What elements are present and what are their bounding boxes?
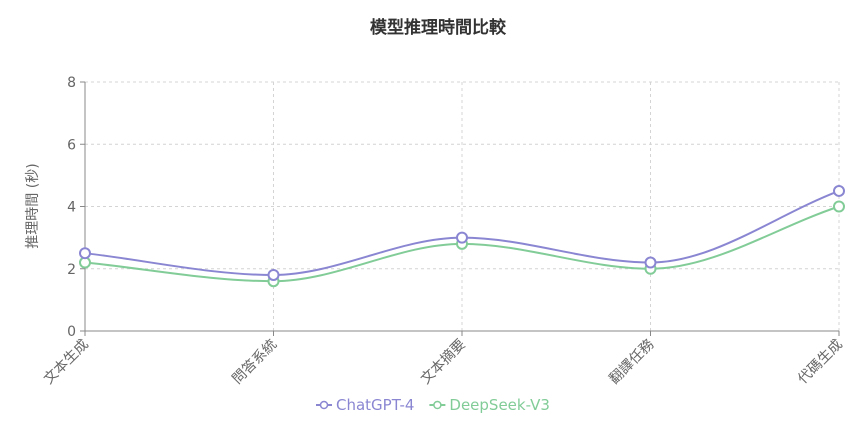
data-point[interactable] — [833, 184, 845, 197]
y-tick-label: 4 — [67, 200, 76, 216]
x-tick-label: 代碼生成 — [795, 337, 846, 388]
legend-marker-icon — [433, 400, 442, 410]
x-tick-label: 文本生成 — [41, 337, 92, 388]
y-tick-label: 0 — [67, 324, 76, 340]
axes: 0 2 4 6 8 文本生成 問答系統 文本摘要 翻譯任務 代碼生成 — [41, 75, 846, 387]
legend-marker-icon — [319, 400, 329, 410]
data-point[interactable] — [456, 231, 468, 244]
legend-label: DeepSeek-V3 — [449, 396, 550, 414]
chart-title: 模型推理時間比較 — [370, 17, 507, 38]
grid — [85, 81, 840, 331]
y-tick-label: 6 — [67, 137, 76, 153]
y-tick-label: 2 — [67, 262, 76, 278]
legend[interactable]: ChatGPT-4 DeepSeek-V3 — [316, 396, 550, 414]
series-lines — [79, 184, 845, 288]
data-point[interactable] — [644, 256, 657, 269]
x-tick-label: 問答系統 — [229, 336, 281, 388]
y-axis-label: 推理時間 (秒) — [25, 163, 41, 248]
x-tick-label: 文本摘要 — [417, 336, 469, 388]
legend-item[interactable]: DeepSeek-V3 — [429, 396, 550, 414]
legend-item[interactable]: ChatGPT-4 — [316, 396, 414, 414]
data-point[interactable] — [79, 247, 91, 260]
data-point[interactable] — [267, 268, 280, 281]
legend-label: ChatGPT-4 — [336, 396, 414, 414]
data-point[interactable] — [833, 200, 845, 213]
x-tick-label: 翻譯任務 — [606, 337, 657, 388]
y-tick-label: 8 — [67, 75, 76, 91]
